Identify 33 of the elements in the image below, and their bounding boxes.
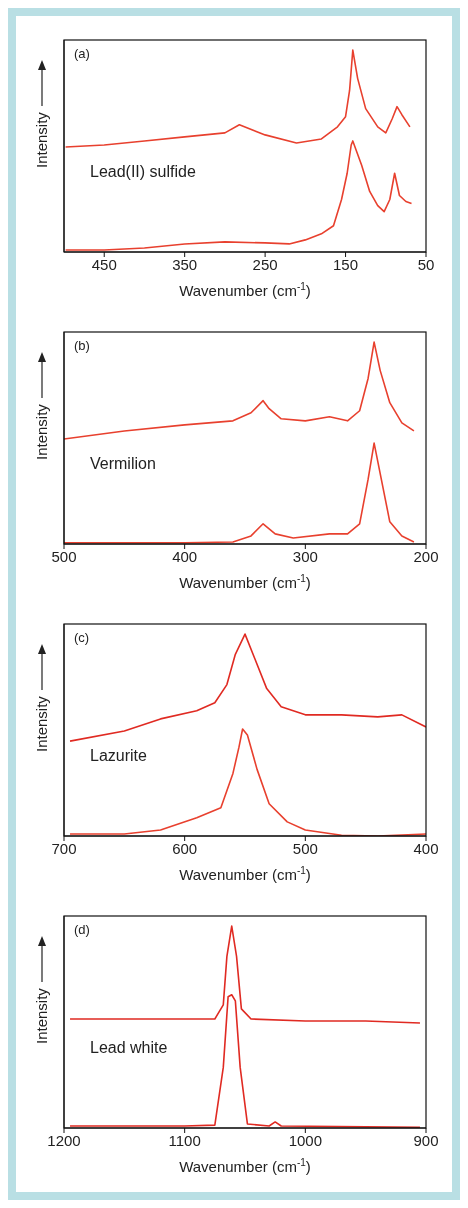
- annotation: Lead white: [90, 1038, 168, 1057]
- x-tick-label: 250: [252, 255, 278, 273]
- annotation: (c): [74, 630, 90, 645]
- y-axis-title: Intensity: [33, 987, 50, 1044]
- annotation: (b): [74, 338, 90, 353]
- y-axis-title: Intensity: [33, 695, 50, 752]
- x-tick-label: 50: [417, 255, 435, 273]
- x-tick-label: 900: [413, 1131, 439, 1149]
- x-tick-label: 500: [292, 839, 318, 857]
- x-tick-label: 300: [292, 547, 318, 565]
- x-tick-label: 700: [51, 839, 77, 857]
- x-axis-title: Wavenumber (cm$^{-1}$): [179, 865, 311, 883]
- annotation: Lazurite: [90, 746, 147, 765]
- x-tick-label: 1200: [47, 1131, 81, 1149]
- annotation: Vermilion: [90, 454, 156, 473]
- x-axis-title: Wavenumber (cm$^{-1}$): [179, 281, 311, 299]
- x-tick-label: 400: [413, 839, 439, 857]
- x-tick-label: 500: [51, 547, 77, 565]
- x-tick-label: 600: [172, 839, 198, 857]
- x-tick-label: 1100: [168, 1131, 201, 1149]
- annotation: (a): [74, 46, 90, 61]
- x-tick-label: 450: [91, 255, 117, 273]
- annotation: Lead(II) sulfide: [90, 162, 196, 181]
- y-axis-title: Intensity: [33, 403, 50, 460]
- x-tick-label: 1000: [288, 1131, 323, 1149]
- annotation: (d): [74, 922, 90, 937]
- x-tick-label: 400: [172, 547, 198, 565]
- x-tick-label: 150: [333, 255, 359, 273]
- x-axis-title: Wavenumber (cm$^{-1}$): [179, 1157, 311, 1175]
- x-tick-label: 200: [413, 547, 439, 565]
- x-tick-label: 350: [172, 255, 198, 273]
- y-axis-title: Intensity: [33, 111, 50, 168]
- x-axis-title: Wavenumber (cm$^{-1}$): [179, 573, 311, 591]
